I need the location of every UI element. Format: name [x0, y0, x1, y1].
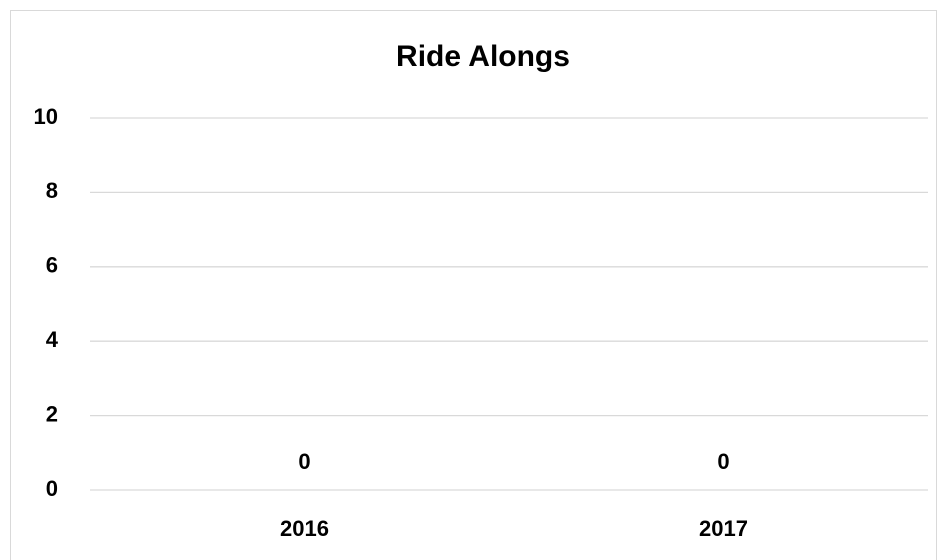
data-label: 0 — [298, 449, 310, 474]
y-tick-label: 4 — [46, 327, 59, 352]
y-tick-label: 0 — [46, 476, 58, 501]
chart-title: Ride Alongs — [396, 40, 570, 73]
y-tick-label: 6 — [46, 253, 58, 278]
data-label: 0 — [717, 449, 729, 474]
x-tick-label: 2017 — [699, 516, 748, 541]
y-tick-label: 10 — [34, 104, 58, 129]
y-tick-label: 2 — [46, 401, 58, 426]
x-tick-label: 2016 — [280, 516, 329, 541]
y-tick-label: 8 — [46, 178, 58, 203]
chart-border — [10, 10, 937, 560]
